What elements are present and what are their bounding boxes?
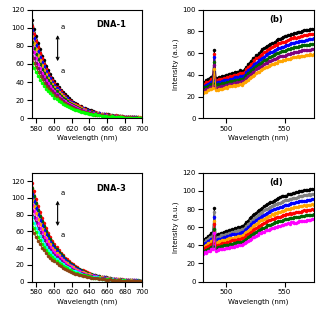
Y-axis label: Intensity (a.u.): Intensity (a.u.) (173, 38, 179, 90)
Text: (d): (d) (269, 178, 283, 187)
X-axis label: Wavelength (nm): Wavelength (nm) (57, 135, 117, 141)
X-axis label: Wavelength (nm): Wavelength (nm) (57, 298, 117, 305)
X-axis label: Wavelength (nm): Wavelength (nm) (228, 135, 289, 141)
Text: DNA-1: DNA-1 (96, 20, 126, 29)
Text: a: a (60, 190, 65, 196)
Y-axis label: Intensity (a.u.): Intensity (a.u.) (173, 202, 179, 253)
Text: a: a (60, 24, 65, 30)
Text: a: a (60, 68, 65, 74)
Text: DNA-3: DNA-3 (96, 184, 126, 193)
X-axis label: Wavelength (nm): Wavelength (nm) (228, 298, 289, 305)
Text: (b): (b) (269, 15, 283, 24)
Text: a: a (60, 232, 65, 238)
